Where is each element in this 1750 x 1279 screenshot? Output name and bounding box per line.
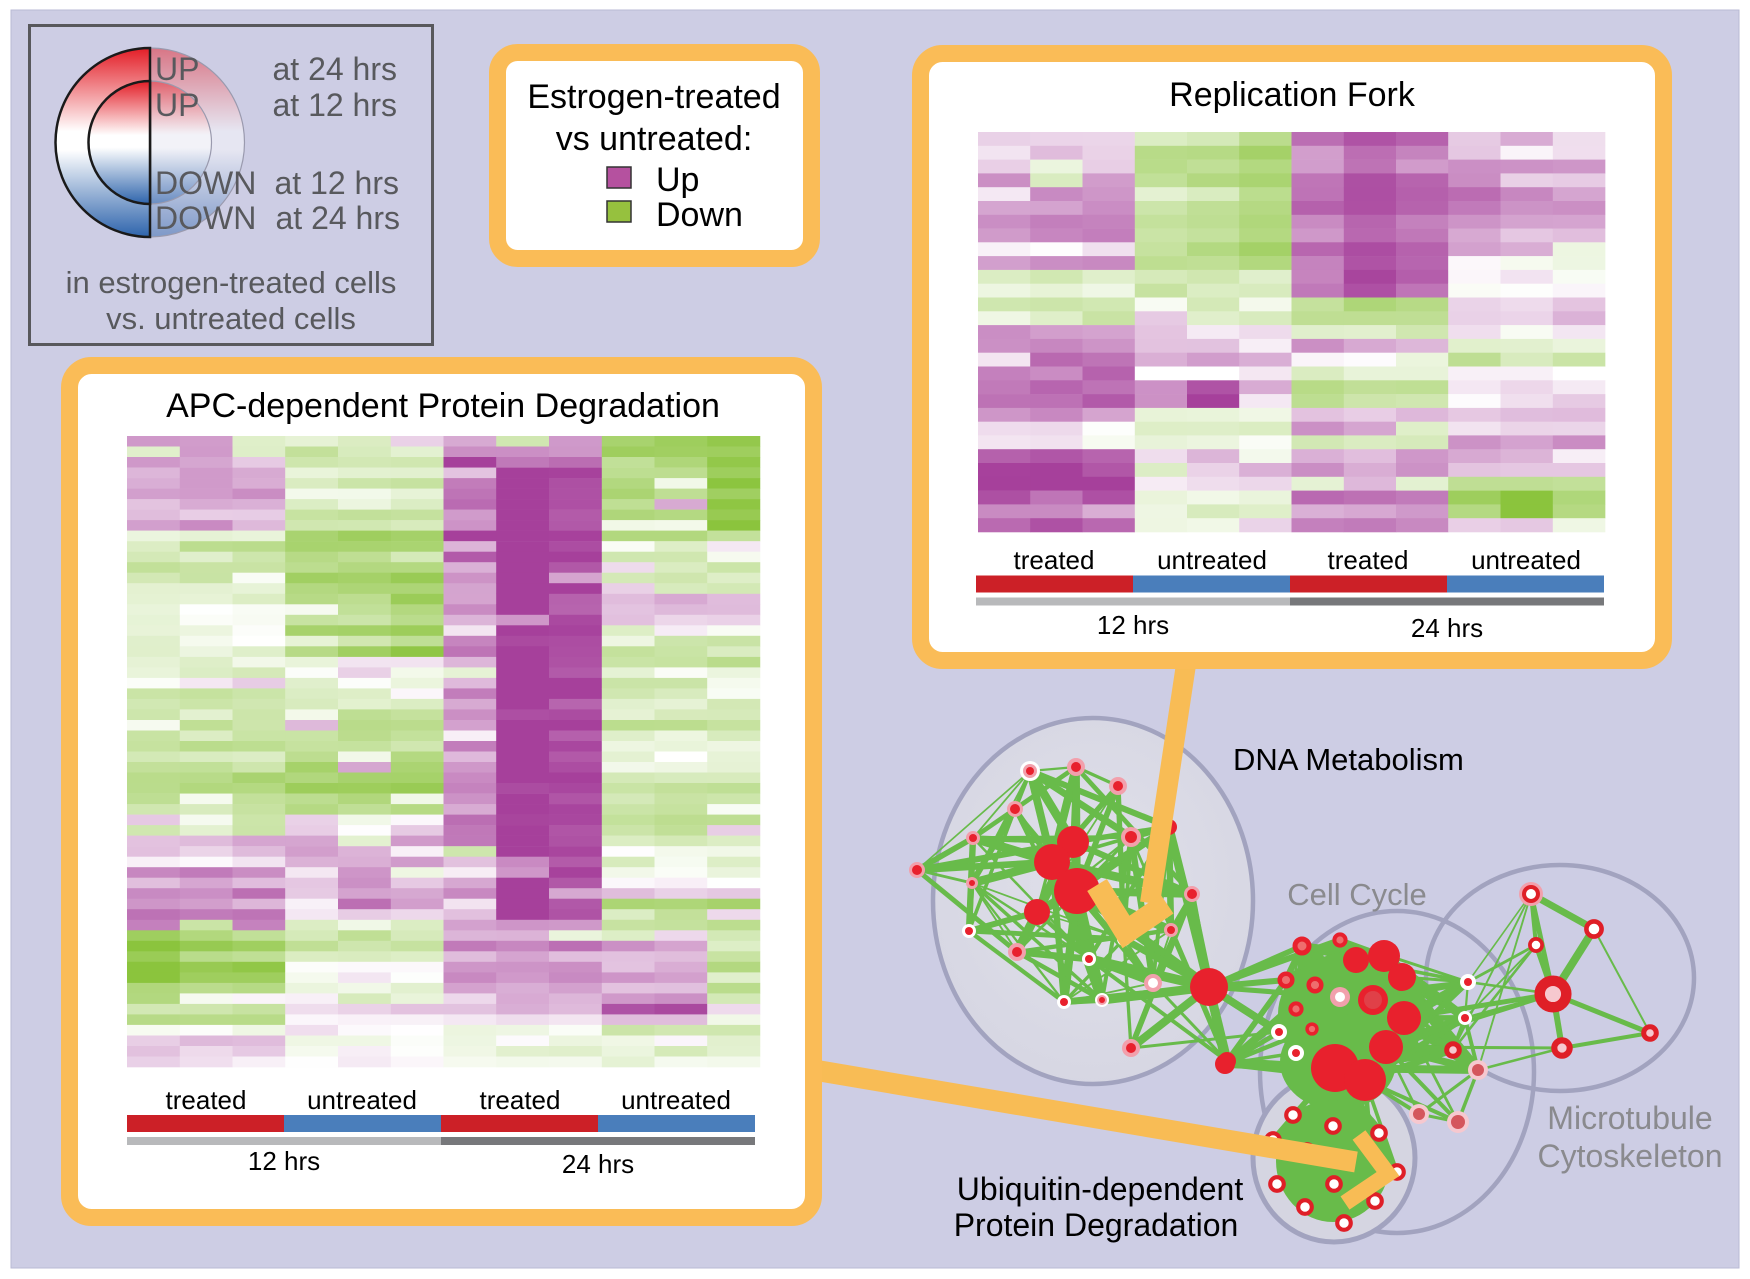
svg-text:Microtubule: Microtubule	[1547, 1100, 1712, 1136]
svg-text:vs untreated:: vs untreated:	[556, 120, 753, 158]
svg-text:Ubiquitin-dependent: Ubiquitin-dependent	[957, 1171, 1244, 1207]
svg-text:treated: treated	[1328, 545, 1409, 575]
svg-text:Estrogen-treated: Estrogen-treated	[527, 78, 780, 116]
svg-text:vs. untreated cells: vs. untreated cells	[106, 301, 356, 336]
svg-text:at 24 hrs: at 24 hrs	[275, 200, 400, 236]
svg-text:DOWN: DOWN	[155, 165, 256, 201]
svg-text:Replication Fork: Replication Fork	[1169, 76, 1416, 114]
svg-text:Down: Down	[656, 196, 743, 234]
svg-text:at 12 hrs: at 12 hrs	[274, 165, 399, 201]
svg-text:DOWN: DOWN	[155, 200, 256, 236]
svg-text:12 hrs: 12 hrs	[248, 1146, 320, 1176]
svg-text:APC-dependent Protein Degradat: APC-dependent Protein Degradation	[166, 387, 720, 425]
svg-text:treated: treated	[166, 1085, 247, 1115]
svg-text:in estrogen-treated cells: in estrogen-treated cells	[66, 265, 397, 300]
svg-text:treated: treated	[480, 1085, 561, 1115]
svg-text:untreated: untreated	[1471, 545, 1581, 575]
svg-text:Protein Degradation: Protein Degradation	[954, 1207, 1239, 1243]
svg-text:UP: UP	[155, 51, 199, 87]
svg-text:12 hrs: 12 hrs	[1097, 610, 1169, 640]
svg-text:untreated: untreated	[307, 1085, 417, 1115]
svg-text:treated: treated	[1014, 545, 1095, 575]
svg-text:Cell Cycle: Cell Cycle	[1287, 877, 1427, 912]
svg-text:24 hrs: 24 hrs	[1411, 613, 1483, 643]
svg-text:UP: UP	[155, 87, 199, 123]
svg-text:Up: Up	[656, 161, 699, 199]
svg-text:at 24 hrs: at 24 hrs	[272, 51, 397, 87]
svg-text:Cytoskeleton: Cytoskeleton	[1538, 1138, 1723, 1174]
svg-text:untreated: untreated	[1157, 545, 1267, 575]
svg-text:24 hrs: 24 hrs	[562, 1149, 634, 1179]
svg-text:DNA Metabolism: DNA Metabolism	[1233, 742, 1464, 777]
svg-text:untreated: untreated	[621, 1085, 731, 1115]
svg-text:at 12 hrs: at 12 hrs	[272, 87, 397, 123]
